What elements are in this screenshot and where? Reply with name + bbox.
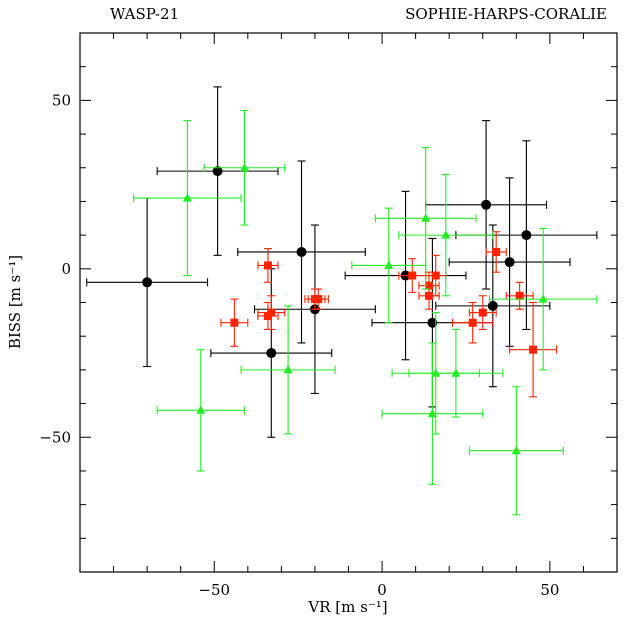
data-point-square [451, 301, 494, 344]
data-point-triangle [133, 120, 242, 277]
y-tick-label: 50 [52, 91, 71, 109]
data-point-square [257, 248, 279, 283]
data-point-square [307, 288, 329, 310]
y-axis-label: BISS [m s⁻¹] [6, 255, 24, 349]
x-axis-label: VR [m s⁻¹] [307, 598, 387, 616]
data-point-triangle [203, 109, 286, 226]
data-point-triangle [381, 342, 484, 485]
y-tick-label: −50 [39, 428, 71, 446]
x-tick-label: 0 [377, 581, 387, 599]
data-point-triangle [374, 146, 477, 290]
data-point-circle [425, 120, 548, 290]
y-tick-label: 0 [61, 260, 71, 278]
data-point-square [509, 301, 558, 398]
data-point-triangle [408, 328, 504, 418]
data-point-circle [237, 160, 366, 344]
data-point-square [220, 298, 249, 347]
axis-ticks [80, 33, 617, 572]
data-points [86, 86, 598, 516]
data-point-circle [86, 197, 209, 368]
title-right: SOPHIE-HARPS-CORALIE [405, 5, 607, 23]
tick-labels: −50 0 50 −50 0 50 [39, 91, 559, 599]
title-left: WASP-21 [110, 5, 179, 23]
data-point-circle [448, 177, 571, 347]
data-point-triangle [398, 173, 494, 297]
data-point-triangle [468, 386, 564, 516]
data-point-square [398, 258, 427, 293]
data-point-triangle [351, 207, 427, 324]
data-point-square [468, 295, 497, 331]
x-tick-label: 50 [540, 581, 559, 599]
data-point-triangle [240, 305, 336, 435]
plot-frame [79, 32, 618, 573]
data-point-triangle [488, 227, 598, 371]
data-point-circle [210, 268, 333, 438]
x-tick-label: −50 [198, 581, 230, 599]
data-point-square [485, 231, 507, 273]
data-point-triangle [156, 349, 246, 472]
data-point-circle [156, 86, 279, 256]
data-point-square [505, 281, 534, 310]
data-point-square [257, 301, 279, 331]
data-point-square [418, 281, 440, 310]
